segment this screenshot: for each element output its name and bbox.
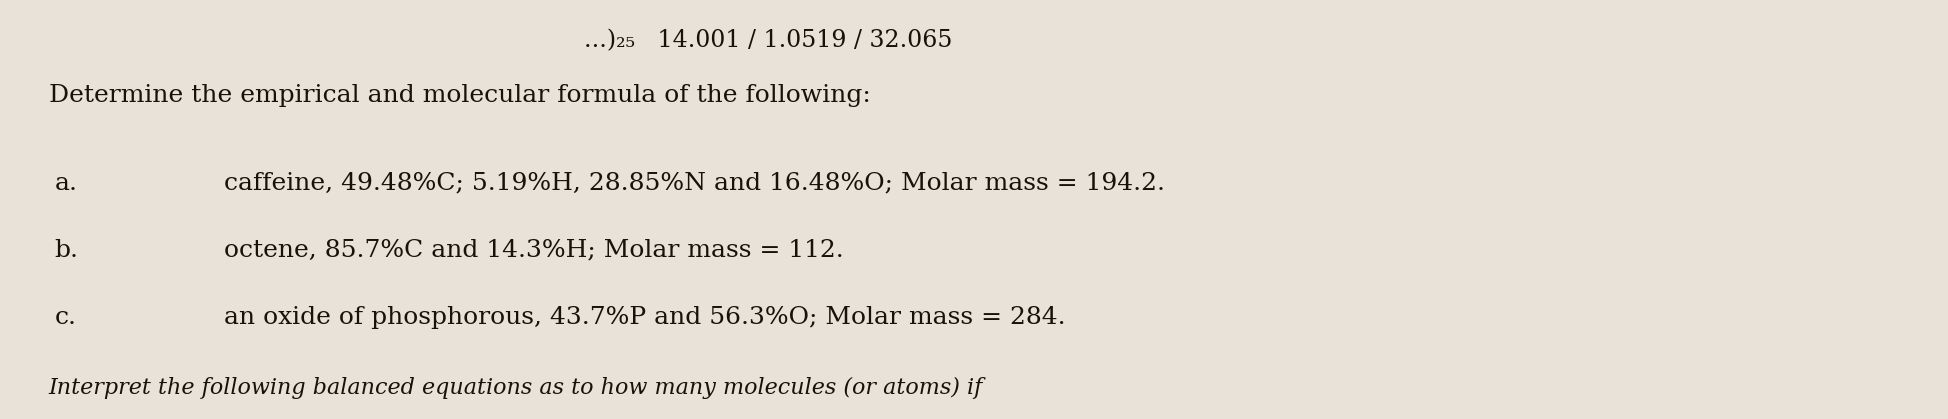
- Text: octene, 85.7%C and 14.3%H; Molar mass = 112.: octene, 85.7%C and 14.3%H; Molar mass = …: [224, 239, 843, 262]
- Text: a.: a.: [55, 172, 78, 195]
- Text: b.: b.: [55, 239, 78, 262]
- Text: Determine the empirical and molecular formula of the following:: Determine the empirical and molecular fo…: [49, 84, 871, 107]
- Text: Interpret the following balanced equations as to how many molecules (or atoms) i: Interpret the following balanced equatio…: [49, 377, 984, 399]
- Text: c.: c.: [55, 306, 76, 329]
- Text: ...)₂₅   14.001 / 1.0519 / 32.065: ...)₂₅ 14.001 / 1.0519 / 32.065: [584, 29, 953, 52]
- Text: an oxide of phosphorous, 43.7%P and 56.3%O; Molar mass = 284.: an oxide of phosphorous, 43.7%P and 56.3…: [224, 306, 1066, 329]
- Text: caffeine, 49.48%C; 5.19%H, 28.85%N and 16.48%O; Molar mass = 194.2.: caffeine, 49.48%C; 5.19%H, 28.85%N and 1…: [224, 172, 1165, 195]
